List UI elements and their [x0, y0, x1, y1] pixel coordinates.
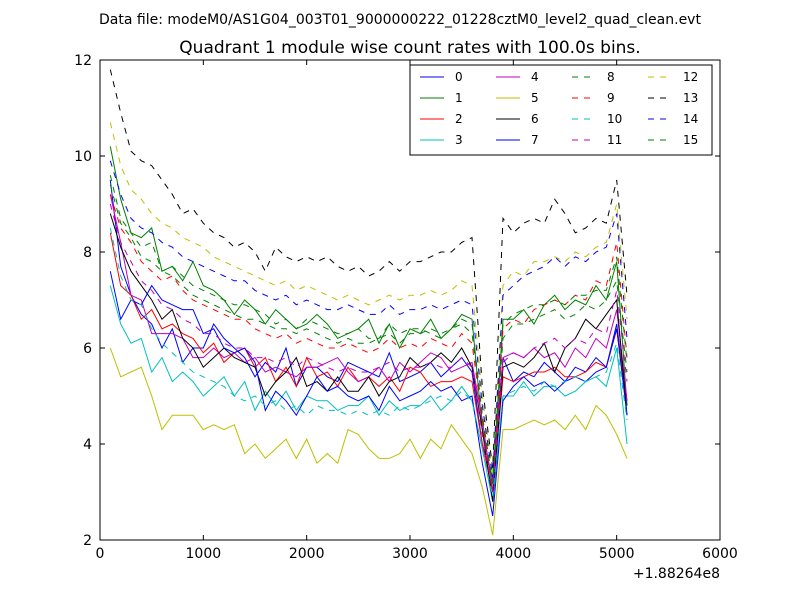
series-line-9: [109, 194, 628, 493]
legend-label-4: 4: [531, 70, 539, 84]
series-line-6: [109, 213, 628, 502]
series-line-1: [109, 146, 628, 483]
series-line-3: [109, 285, 628, 502]
x-offset-label: +1.88264e8: [633, 566, 720, 582]
series-line-15: [109, 184, 628, 483]
legend-label-11: 11: [607, 133, 622, 147]
series-line-7: [109, 271, 628, 517]
series-layer: [109, 69, 628, 536]
series-line-14: [109, 160, 628, 478]
legend-label-3: 3: [455, 133, 463, 147]
x-tick-label: 0: [96, 546, 105, 562]
legend-label-9: 9: [607, 91, 615, 105]
legend-label-12: 12: [683, 70, 698, 84]
x-tick-label: 4000: [496, 546, 532, 562]
legend-label-1: 1: [455, 91, 463, 105]
series-line-12: [109, 122, 628, 473]
series-line-8: [109, 175, 628, 488]
x-tick-label: 2000: [289, 546, 325, 562]
series-line-10: [109, 227, 628, 497]
series-line-11: [109, 203, 628, 493]
y-tick-label: 4: [83, 437, 92, 453]
series-line-0: [109, 179, 628, 478]
series-line-13: [109, 69, 628, 469]
legend-label-15: 15: [683, 133, 698, 147]
y-tick-label: 2: [83, 533, 92, 549]
y-tick-label: 6: [83, 341, 92, 357]
x-tick-label: 1000: [186, 546, 222, 562]
x-tick-label: 6000: [702, 546, 738, 562]
legend-label-5: 5: [531, 91, 539, 105]
y-tick-label: 10: [74, 149, 92, 165]
series-line-5: [109, 347, 628, 536]
x-tick-label: 3000: [392, 546, 428, 562]
legend-label-2: 2: [455, 112, 463, 126]
legend-label-6: 6: [531, 112, 539, 126]
y-tick-label: 12: [74, 53, 92, 69]
legend-label-14: 14: [683, 112, 698, 126]
legend-label-0: 0: [455, 70, 463, 84]
chart-title: Quadrant 1 module wise count rates with …: [179, 38, 640, 58]
legend-label-8: 8: [607, 70, 615, 84]
y-tick-label: 8: [83, 245, 92, 261]
suptitle: Data file: modeM0/AS1G04_003T01_90000002…: [99, 12, 701, 28]
legend-label-7: 7: [531, 133, 539, 147]
legend-label-13: 13: [683, 91, 698, 105]
legend-label-10: 10: [607, 112, 622, 126]
x-tick-label: 5000: [599, 546, 635, 562]
